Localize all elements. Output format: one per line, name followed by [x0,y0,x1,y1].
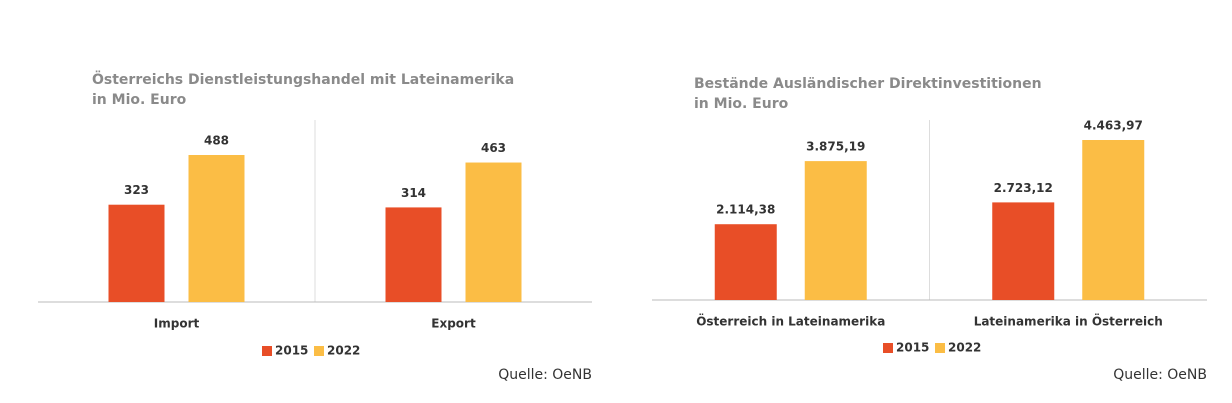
bar [385,207,442,302]
x-tick-label: Lateinamerika in Österreich [974,314,1163,329]
bar [804,161,867,300]
value-label: 2.114,38 [716,203,775,217]
x-tick-label: Export [431,317,476,331]
value-label: 323 [124,183,149,197]
chart-title: Bestände Ausländischer Direktinvestition… [694,76,1042,92]
bar [465,162,522,302]
bar [714,224,777,300]
legend-label: 2015 [896,341,929,355]
legend-swatch [262,346,272,356]
source: Quelle: OeNB [1113,367,1207,383]
legend-swatch [314,346,324,356]
legend-swatch [883,343,893,353]
bar [1082,140,1145,300]
legend-swatch [935,343,945,353]
value-label: 314 [401,186,426,200]
value-label: 3.875,19 [806,140,865,154]
legend-label: 2015 [275,344,308,358]
x-tick-label: Import [154,317,200,331]
value-label: 463 [481,141,506,155]
chart-title: in Mio. Euro [694,96,789,112]
value-label: 2.723,12 [994,181,1053,195]
value-label: 4.463,97 [1084,119,1143,133]
bar [992,202,1055,300]
chart-title: in Mio. Euro [92,92,187,108]
x-tick-label: Österreich in Lateinamerika [696,314,885,329]
bar [188,155,245,302]
source: Quelle: OeNB [498,367,592,383]
value-label: 488 [204,134,229,148]
bar [108,204,165,302]
legend-label: 2022 [948,341,981,355]
legend-label: 2022 [327,344,360,358]
chart-title: Österreichs Dienstleistungshandel mit La… [92,70,514,88]
